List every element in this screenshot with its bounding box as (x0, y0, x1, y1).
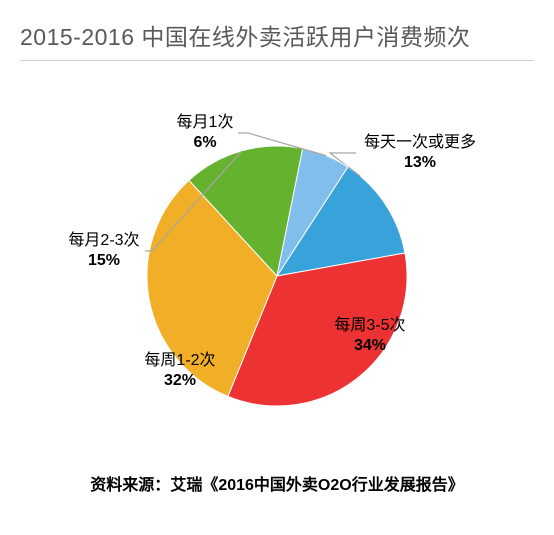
slice-percent: 15% (68, 251, 139, 271)
slice-label: 每天一次或更多13% (364, 133, 476, 173)
slice-percent: 32% (144, 371, 215, 391)
chart-title: 2015-2016 中国在线外卖活跃用户消费频次 (0, 0, 554, 52)
slice-label: 每周3-5次34% (334, 316, 405, 356)
slice-label: 每月2-3次15% (68, 231, 139, 271)
slice-percent: 6% (177, 133, 234, 153)
slice-label: 每周1-2次32% (144, 351, 215, 391)
source-citation: 资料来源：艾瑞《2016中国外卖O2O行业发展报告》 (0, 471, 554, 495)
source-prefix: 资料来源： (90, 477, 170, 494)
slice-label: 每月1次6% (177, 113, 234, 153)
slice-name: 每天一次或更多 (364, 133, 476, 153)
slice-percent: 34% (334, 336, 405, 356)
slice-name: 每月1次 (177, 113, 234, 133)
slice-name: 每月2-3次 (68, 231, 139, 251)
pie-chart: 每天一次或更多13% 每周3-5次34% 每周1-2次32% 每月2-3次15% 每月1… (0, 61, 554, 461)
source-text: 艾瑞《2016中国外卖O2O行业发展报告》 (170, 477, 463, 494)
slice-name: 每周1-2次 (144, 351, 215, 371)
slice-name: 每周3-5次 (334, 316, 405, 336)
slice-percent: 13% (364, 153, 476, 173)
